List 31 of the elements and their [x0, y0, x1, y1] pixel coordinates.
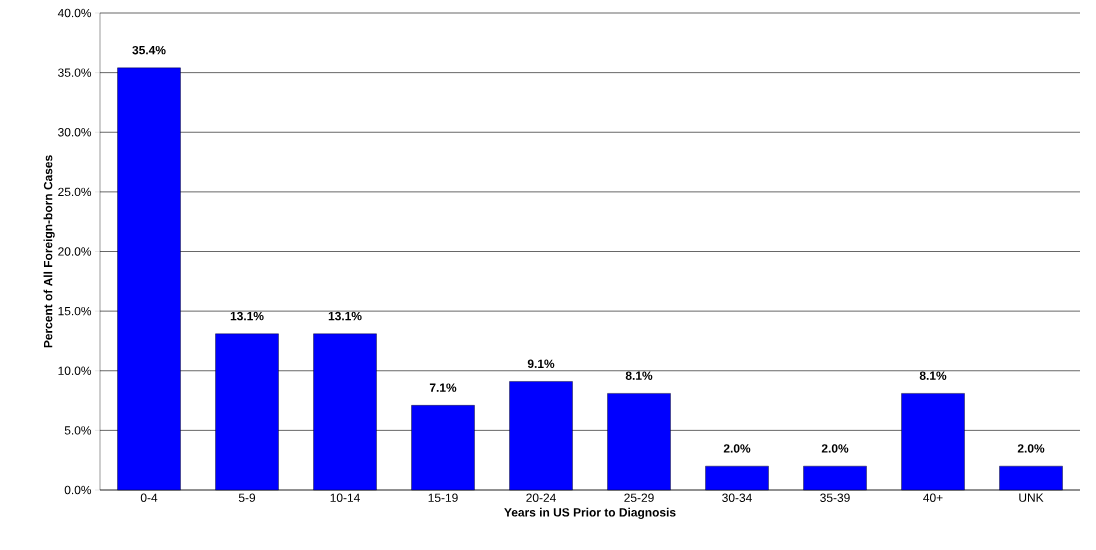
data-label: 8.1% [919, 371, 947, 380]
data-label: 2.0% [723, 444, 751, 453]
data-label: 8.1% [625, 371, 653, 380]
x-tick-label: 15-19 [428, 493, 458, 502]
y-tick-label: 15.0% [58, 306, 92, 316]
y-tick-label: 40.0% [57, 8, 92, 18]
data-label: 7.1% [429, 383, 457, 392]
x-tick-label: UNK [1019, 493, 1044, 502]
data-label: 2.0% [1017, 444, 1045, 453]
x-tick-label: 20-24 [526, 493, 556, 502]
x-tick-label: 30-34 [722, 493, 752, 502]
y-tick-label: 10.0% [58, 366, 92, 375]
y-tick-label: 35.0% [58, 68, 92, 77]
y-tick-label: 0.0% [64, 485, 92, 495]
x-tick-label: 35-39 [820, 493, 850, 502]
x-axis-title: Years in US Prior to Diagnosis [504, 507, 676, 520]
x-tick-label: 5-9 [238, 493, 256, 502]
data-label: 13.1% [230, 311, 264, 321]
y-tick-label: 5.0% [64, 426, 92, 435]
x-tick-label: 0-4 [140, 493, 158, 502]
y-tick-label: 20.0% [58, 247, 92, 256]
y-tick-label: 25.0% [58, 187, 92, 197]
x-tick-label: 40+ [923, 493, 943, 502]
y-tick-label: 30.0% [58, 128, 92, 137]
data-label: 9.1% [527, 359, 555, 368]
x-tick-label: 10-14 [330, 493, 360, 502]
data-label: 13.1% [328, 311, 362, 321]
data-label: 35.4% [132, 45, 166, 55]
x-tick-label: 25-29 [624, 493, 654, 502]
y-axis-title: Percent of All Foreign-born Cases [43, 155, 55, 348]
data-label: 2.0% [821, 444, 849, 453]
